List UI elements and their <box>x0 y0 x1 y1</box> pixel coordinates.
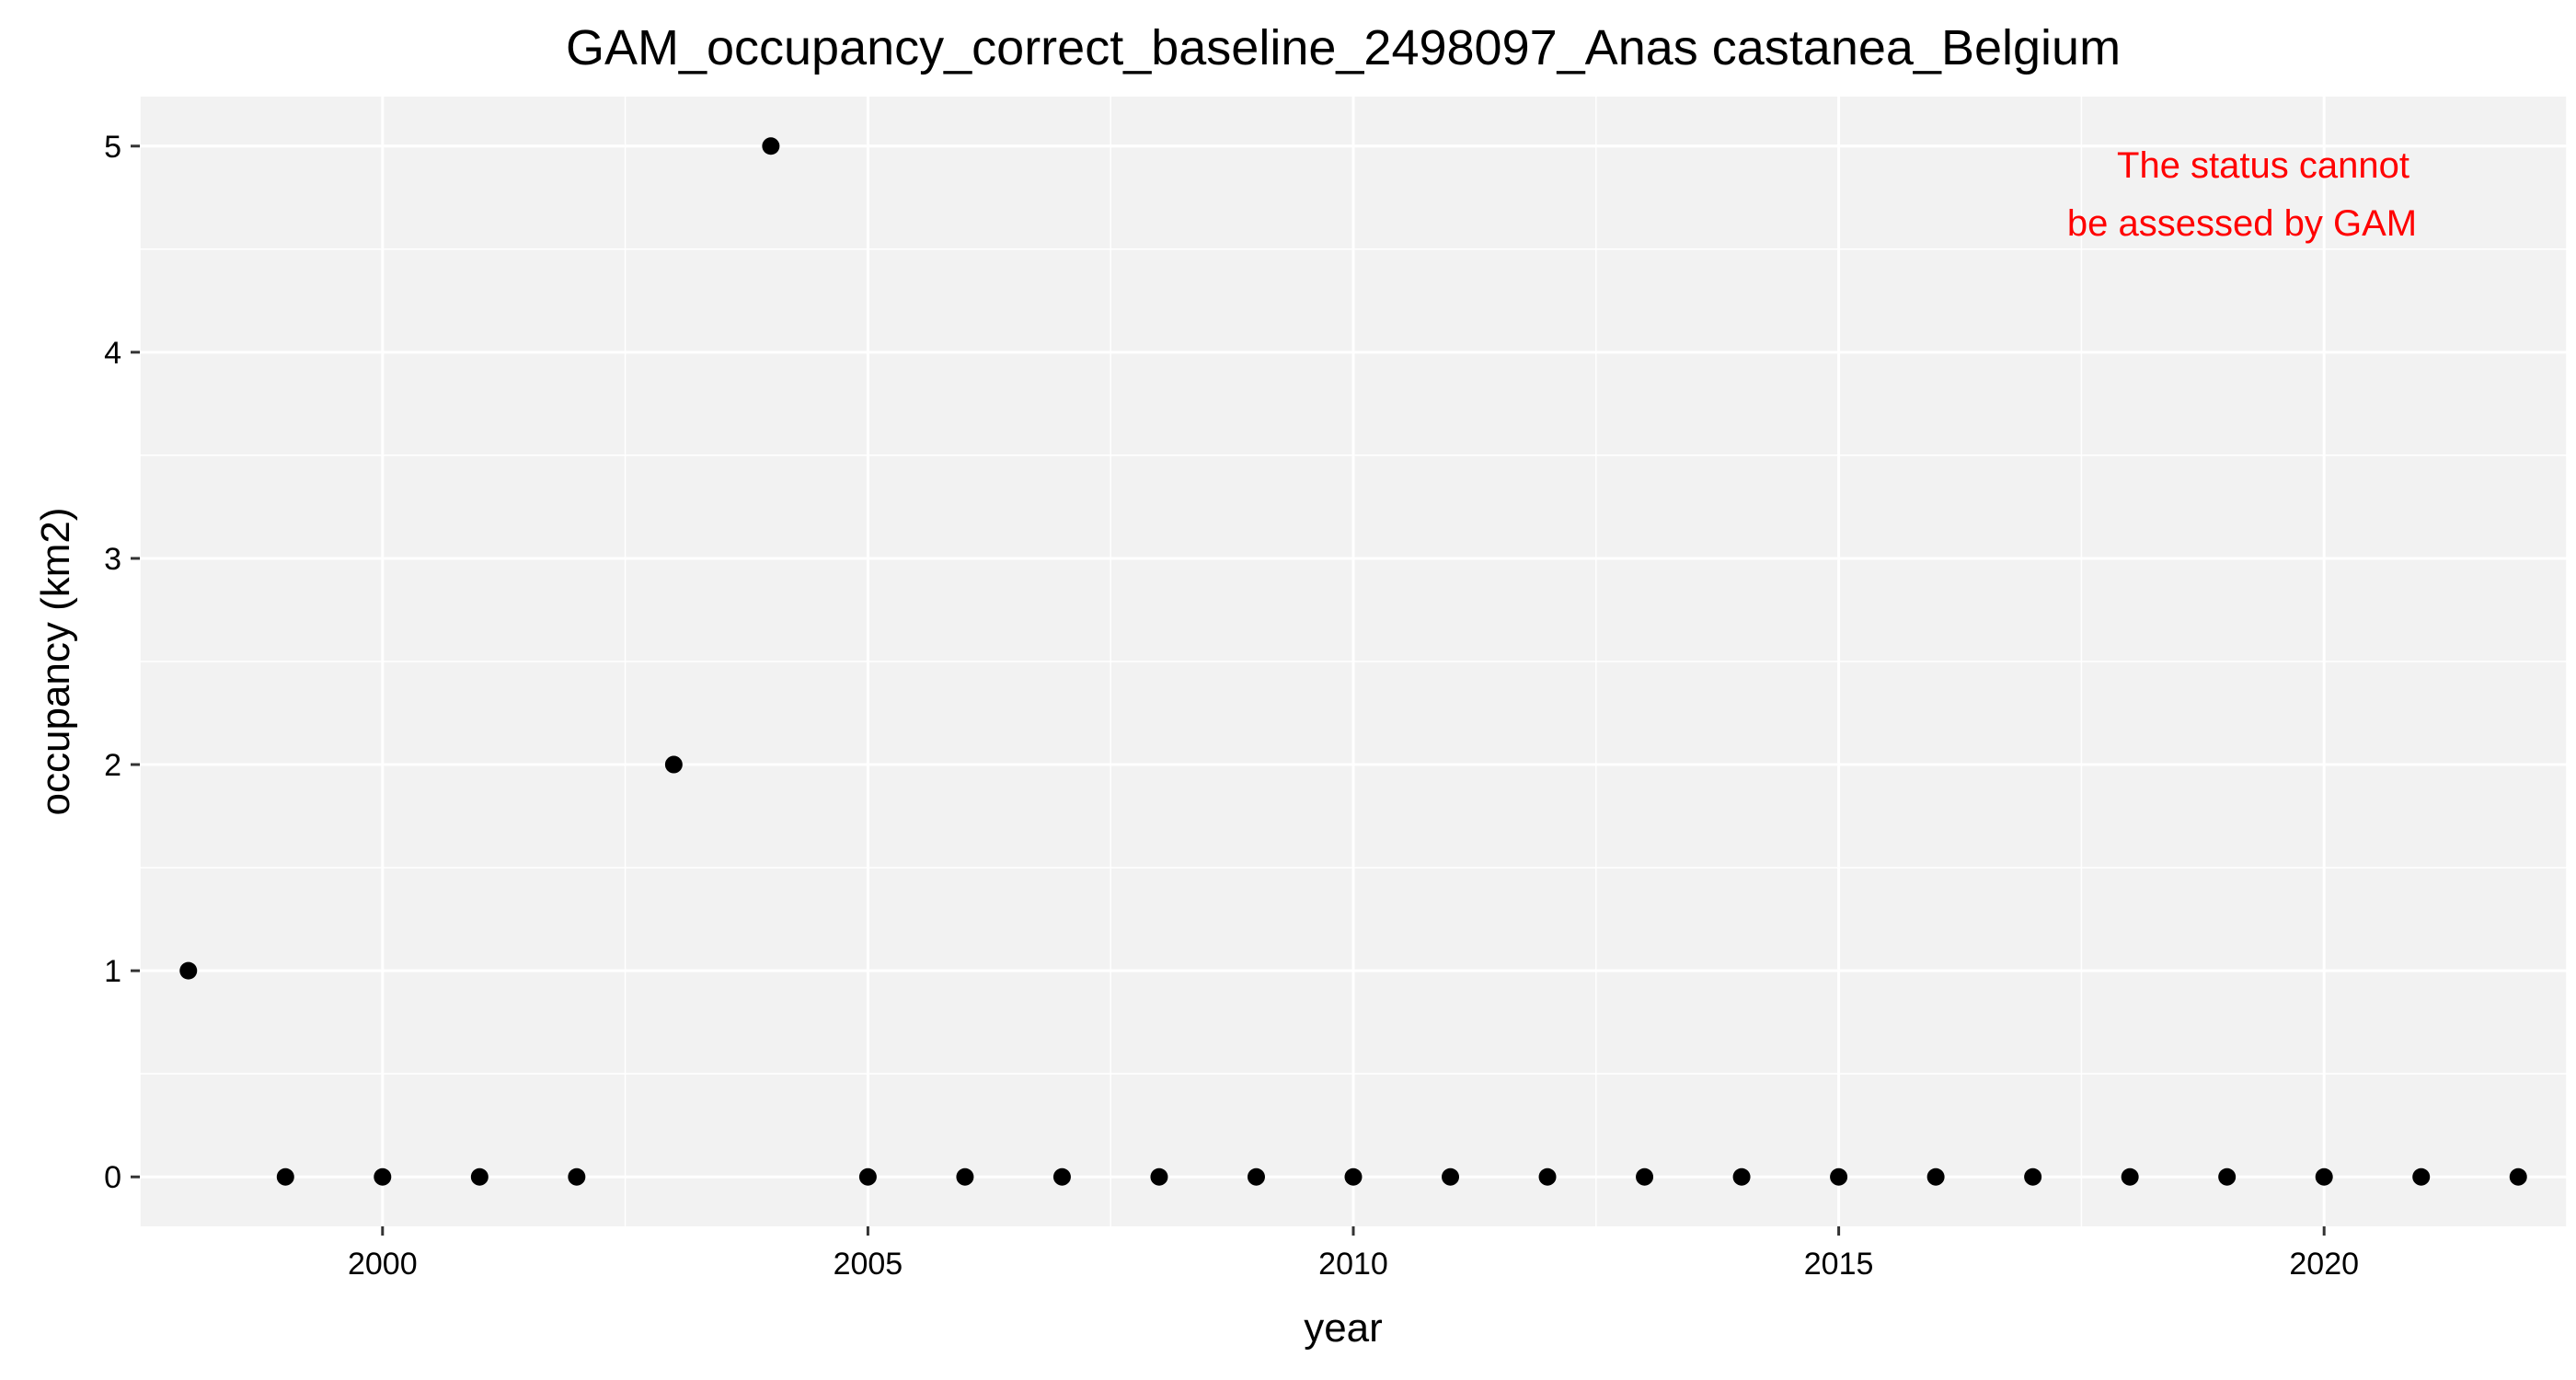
data-point <box>956 1167 974 1186</box>
data-point <box>2024 1167 2042 1186</box>
major-gridlines <box>140 97 2567 1226</box>
data-point <box>2218 1167 2237 1186</box>
x-tick-label: 2000 <box>348 1247 418 1282</box>
y-axis: 0 1 2 3 4 5 <box>104 130 140 1195</box>
x-tick-label: 2010 <box>1318 1247 1388 1282</box>
data-point <box>1538 1167 1557 1186</box>
data-point <box>1150 1167 1168 1186</box>
x-axis: 2000 2005 2010 2015 2020 <box>348 1226 2359 1282</box>
x-tick-label: 2020 <box>2289 1247 2359 1282</box>
y-tick-label: 4 <box>104 336 121 371</box>
data-point <box>1442 1167 1460 1186</box>
data-point <box>1052 1167 1071 1186</box>
y-tick-label: 1 <box>104 954 121 989</box>
x-axis-title: year <box>1304 1305 1383 1351</box>
data-point <box>470 1167 489 1186</box>
annotation-line-2: be assessed by GAM <box>2067 203 2417 244</box>
data-point <box>1247 1167 1265 1186</box>
data-point <box>2412 1167 2431 1186</box>
data-point <box>1636 1167 1654 1186</box>
x-tick-label: 2015 <box>1804 1247 1874 1282</box>
data-point <box>2509 1167 2527 1186</box>
data-point <box>374 1167 392 1186</box>
data-point <box>858 1167 877 1186</box>
y-tick-label: 3 <box>104 542 121 577</box>
data-point <box>1926 1167 1945 1186</box>
data-point <box>1830 1167 1848 1186</box>
data-point <box>762 137 780 155</box>
y-tick-label: 5 <box>104 130 121 165</box>
status-annotation: The status cannot be assessed by GAM <box>2067 145 2417 244</box>
y-axis-title: occupancy (km2) <box>33 507 78 815</box>
y-tick-label: 2 <box>104 748 121 783</box>
data-point <box>2121 1167 2139 1186</box>
y-tick-label: 0 <box>104 1160 121 1195</box>
data-point <box>179 961 198 980</box>
data-point <box>568 1167 586 1186</box>
data-points <box>179 137 2527 1186</box>
data-point <box>2315 1167 2333 1186</box>
x-tick-label: 2005 <box>834 1247 903 1282</box>
annotation-line-1: The status cannot <box>2117 145 2409 186</box>
data-point <box>664 755 683 774</box>
data-point <box>1344 1167 1363 1186</box>
chart-title: GAM_occupancy_correct_baseline_2498097_A… <box>566 20 2121 75</box>
data-point <box>1732 1167 1751 1186</box>
data-point <box>276 1167 294 1186</box>
